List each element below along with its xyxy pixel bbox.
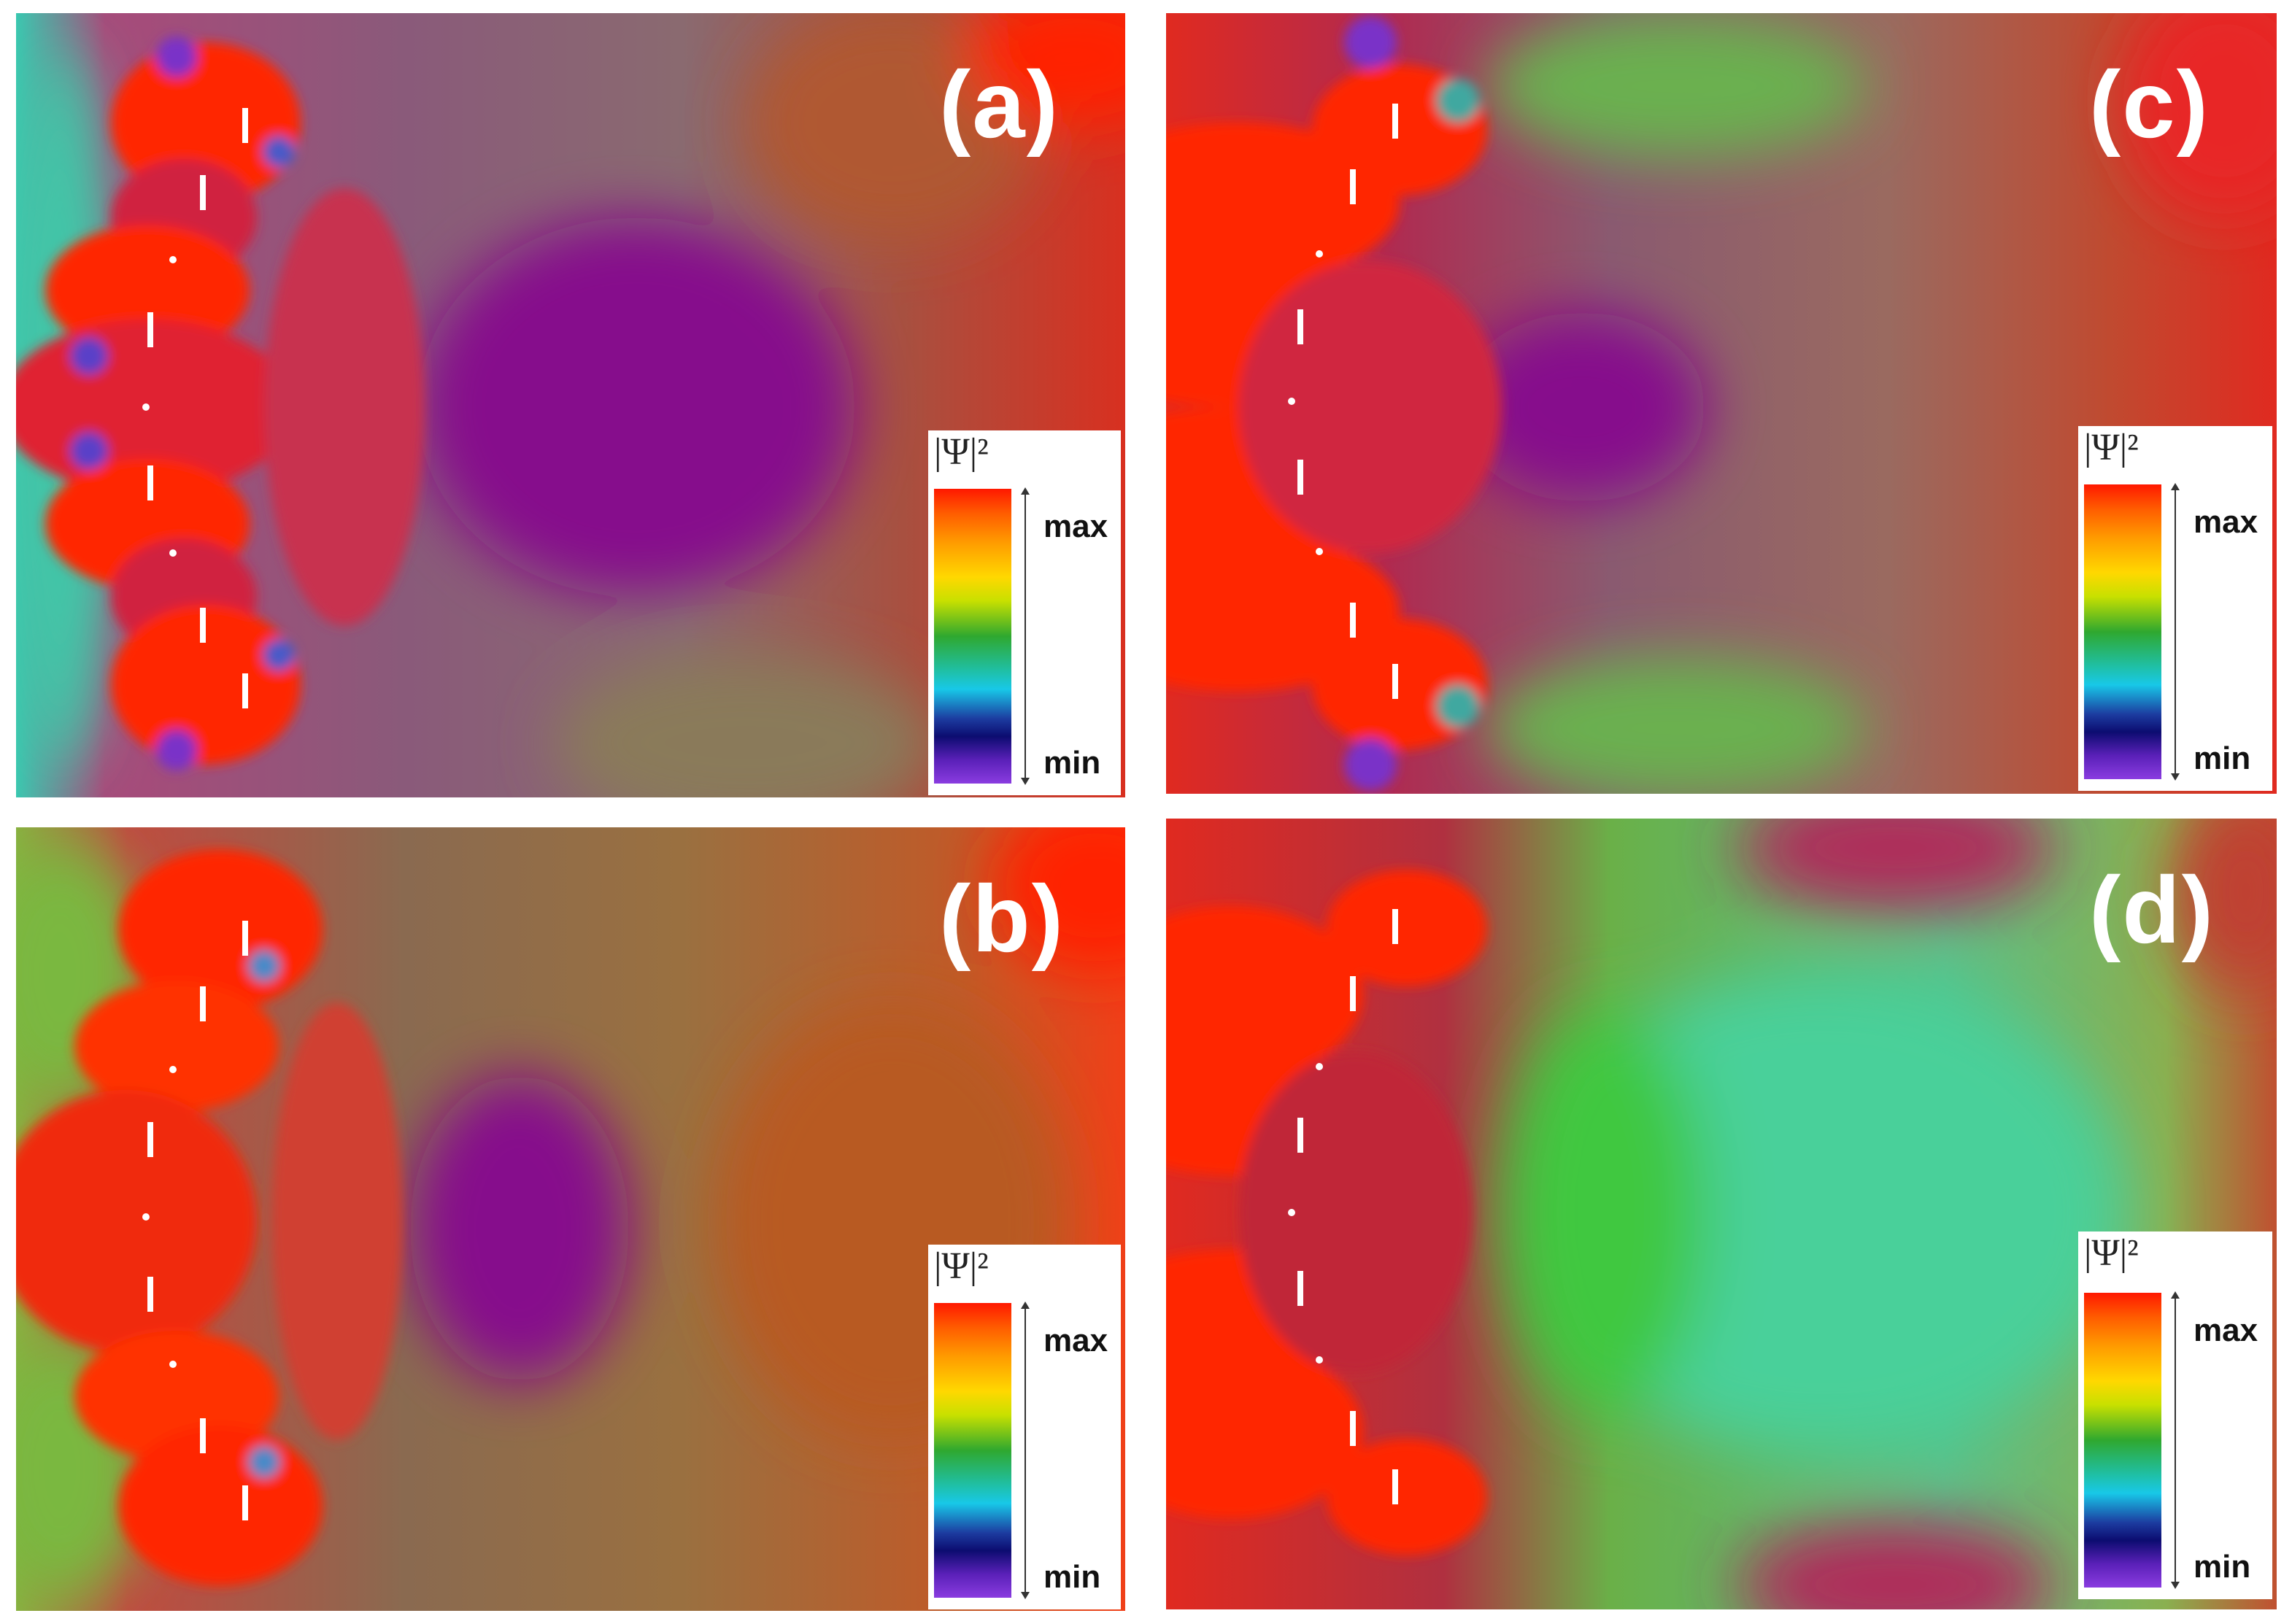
- legend-min: min: [1043, 1559, 1101, 1595]
- range-arrow: [1021, 1302, 1030, 1599]
- range-arrow: [1021, 487, 1030, 785]
- colorbar: [2084, 484, 2161, 779]
- legend-max: max: [2193, 504, 2258, 540]
- colorbar: [934, 1303, 1011, 1598]
- legend-max: max: [1043, 509, 1108, 544]
- legend-max: max: [2193, 1312, 2258, 1348]
- colorbar-legend: |Ψ|² max min: [928, 430, 1121, 795]
- colorbar-legend: |Ψ|² max min: [2078, 426, 2272, 791]
- field-image-a: [16, 13, 1125, 797]
- colorbar: [934, 489, 1011, 784]
- panel-b: (b) |Ψ|² max min: [16, 827, 1125, 1611]
- panel-d: (d) |Ψ|² max min: [1166, 819, 2277, 1609]
- legend-title: |Ψ|²: [2084, 427, 2139, 468]
- legend-min: min: [1043, 745, 1101, 781]
- panel-label: (c): [2089, 51, 2210, 158]
- panel-a: (a) |Ψ|² max min: [16, 13, 1125, 797]
- legend-title: |Ψ|²: [934, 1245, 989, 1287]
- field-image-c: [1166, 13, 2277, 794]
- panel-label: (a): [939, 51, 1060, 158]
- panel-label: (d): [2089, 857, 2215, 963]
- panel-label: (b): [939, 865, 1065, 972]
- legend-min: min: [2193, 1549, 2251, 1585]
- legend-min: min: [2193, 741, 2251, 776]
- colorbar: [2084, 1293, 2161, 1588]
- legend-title: |Ψ|²: [934, 431, 989, 473]
- colorbar-legend: |Ψ|² max min: [928, 1245, 1121, 1609]
- range-arrow: [2171, 1291, 2180, 1589]
- field-image-d: [1166, 819, 2277, 1609]
- legend-title: |Ψ|²: [2084, 1232, 2139, 1274]
- colorbar-legend: |Ψ|² max min: [2078, 1231, 2272, 1599]
- legend-max: max: [1043, 1323, 1108, 1358]
- range-arrow: [2171, 483, 2180, 781]
- panel-c: (c) |Ψ|² max min: [1166, 13, 2277, 794]
